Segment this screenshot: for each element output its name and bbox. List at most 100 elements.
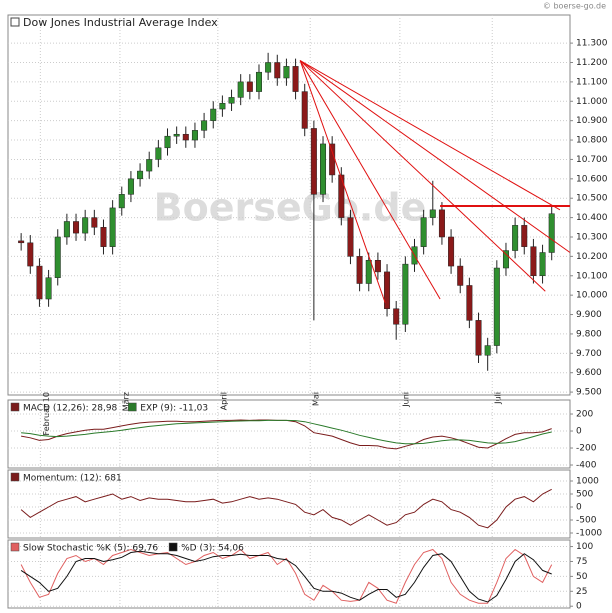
candle-body [502,250,509,269]
y-tick-label: 0 [576,602,582,612]
candle-body [521,225,528,247]
series-line [20,550,552,603]
series-line [20,548,553,604]
trendline [299,60,571,253]
y-tick-label: 75 [576,557,587,567]
legend-swatch [128,402,137,412]
candle-body [539,252,546,277]
y-tick-label: 10.100 [576,271,608,281]
series-line [21,419,552,445]
candle-body [246,81,253,92]
y-tick-label: 10.800 [576,136,608,146]
y-tick-label: 10.500 [576,194,608,204]
y-tick-label: 500 [576,490,593,500]
candle-body [374,260,381,273]
y-tick-label: -200 [576,444,597,454]
candle-body [127,178,134,195]
y-tick-label: 9.700 [576,349,602,359]
legend-swatch [10,542,20,552]
candle-body [301,91,308,129]
y-tick-label: 9.500 [576,388,602,398]
y-tick-label: 10.200 [576,252,608,262]
candle-body [402,263,409,325]
trendline [299,60,386,304]
x-tick-label: Mai [312,392,321,406]
candle-body [484,345,491,356]
candle-body [100,227,107,247]
candle-body [210,108,217,121]
y-tick-label: 10.600 [576,174,608,184]
y-tick-label: 10.400 [576,213,608,223]
candle-body [137,170,144,180]
candle-body [146,159,153,172]
candle-body [82,217,89,234]
legend-label: Momentum: (12): 681 [23,474,122,484]
candle-body [109,207,116,247]
y-tick-label: 200 [576,410,593,420]
candle-body [457,265,464,286]
candle-body [365,260,372,284]
candle-body [54,236,61,278]
y-tick-label: -500 [576,516,597,526]
candle-body [530,246,537,277]
panel-frame [7,469,571,539]
candle-body [182,133,189,141]
candle-body [63,221,70,238]
legend-swatch [168,542,178,552]
x-tick-label: Juli [494,392,503,405]
candle-body [274,62,281,79]
y-tick-label: 0 [576,503,582,513]
candle-body [228,97,235,104]
candle-body [438,209,445,238]
candle-body [320,143,327,195]
y-tick-label: 11.200 [576,58,608,68]
y-tick-label: -1000 [576,529,602,539]
candle-body [91,217,98,228]
legend-label: EXP (9): -11,03 [140,404,208,414]
candle-body [475,320,482,356]
y-tick-label: 10.900 [576,116,608,126]
x-tick-label: März [121,392,130,411]
y-tick-label: 25 [576,587,587,597]
y-tick-label: -400 [576,461,597,471]
candle-body [164,135,171,149]
trendline [299,60,546,292]
y-tick-label: 11.300 [576,39,608,49]
watermark: BoerseGo.de [154,186,427,230]
candle-body [347,217,354,257]
panel-frame [7,399,571,469]
candle-body [201,120,208,131]
y-tick-label: 100 [576,542,593,552]
y-tick-label: 9.800 [576,329,602,339]
candle-body [36,265,43,300]
candle-body [18,240,25,244]
candle-body [448,236,455,267]
y-tick-label: 50 [576,572,588,582]
x-tick-label: April [219,392,228,410]
legend-label: Slow Stochastic %K (5): 69,76 [23,544,158,554]
candle-body [393,308,400,325]
candle-body [155,147,162,160]
candle-body [384,271,391,309]
candle-body [548,213,555,253]
candle-body [73,221,80,234]
candle-body [356,256,363,284]
trendline [299,60,441,300]
candle-body [237,81,244,98]
y-tick-label: 0 [576,427,582,437]
candle-body [283,66,290,79]
series-line [20,488,552,529]
candle-body [338,174,345,218]
legend-swatch [10,402,20,412]
y-tick-label: 10.300 [576,232,608,242]
legend-label: MACD (12,26): 28,98 [23,404,118,414]
candle-body [255,71,262,92]
legend-box [10,17,20,27]
y-tick-label: 9.600 [576,368,602,378]
candle-body [420,217,427,247]
candle-body [466,285,473,321]
candle-body [310,128,317,195]
y-tick-label: 1000 [576,476,599,486]
candle-body [329,143,336,176]
